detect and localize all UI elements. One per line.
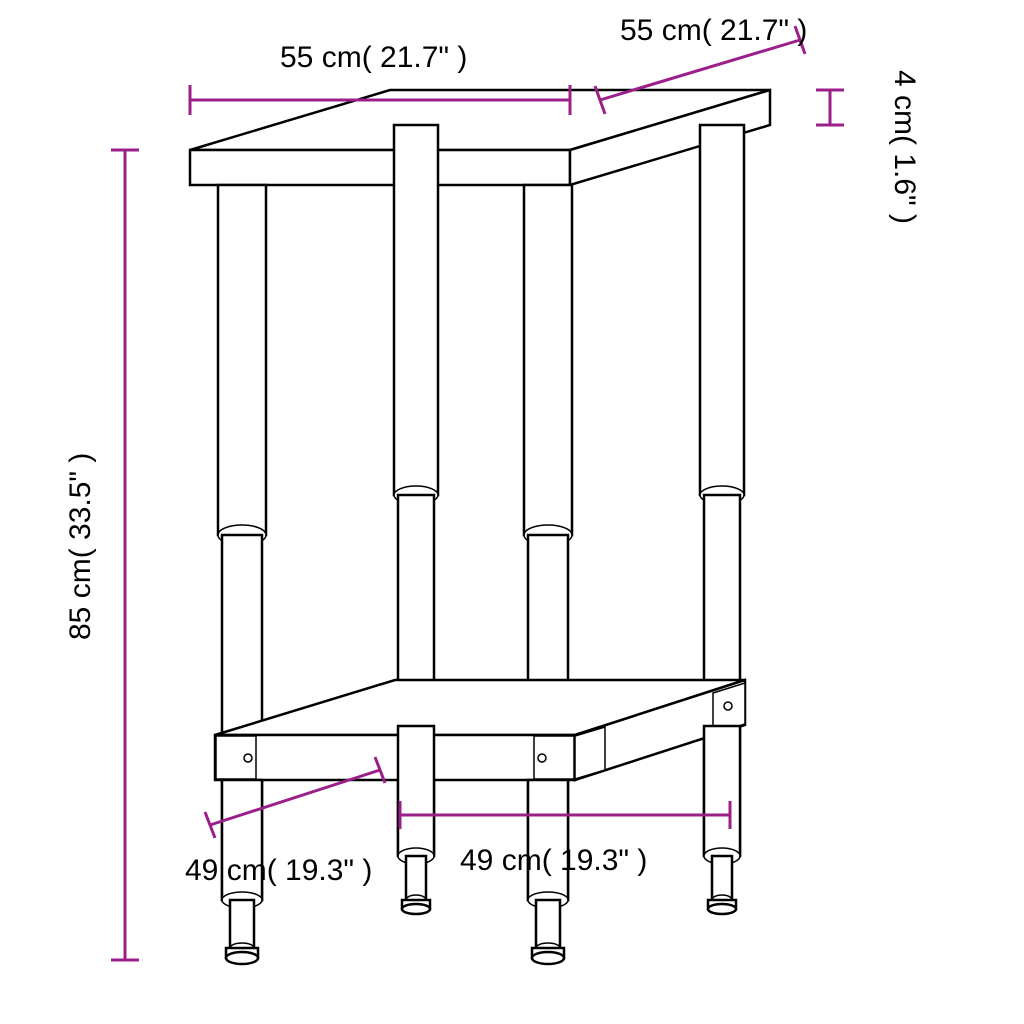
foot-back-left (402, 856, 430, 914)
dim-top-thickness (816, 90, 844, 125)
foot-front-right (532, 900, 564, 964)
leg-front-left-lower-over (222, 780, 262, 908)
leg-back-right-upper (700, 125, 744, 504)
leg-front-left-upper (218, 185, 266, 545)
dim-height (111, 150, 139, 960)
foot-back-right (708, 856, 736, 914)
label-height: 85 cm( 33.5" ) (64, 453, 97, 640)
leg-back-left-upper (394, 125, 438, 504)
tabletop-front-face (190, 150, 570, 185)
label-top-depth: 55 cm( 21.7" ) (620, 14, 807, 47)
dimension-diagram: 55 cm( 21.7" ) 55 cm( 21.7" ) 4 cm( 1.6"… (0, 0, 1024, 1024)
leg-back-right-lower-over (704, 726, 740, 864)
label-top-width: 55 cm( 21.7" ) (280, 41, 467, 74)
leg-front-right-upper (524, 185, 572, 545)
undershelf-front (215, 735, 575, 780)
label-top-thickness: 4 cm( 1.6" ) (888, 70, 921, 224)
foot-front-left (226, 900, 258, 964)
label-shelf-width: 49 cm( 19.3" ) (460, 844, 647, 877)
label-shelf-depth: 49 cm( 19.3" ) (185, 854, 372, 887)
leg-back-left-lower-over (398, 726, 434, 864)
